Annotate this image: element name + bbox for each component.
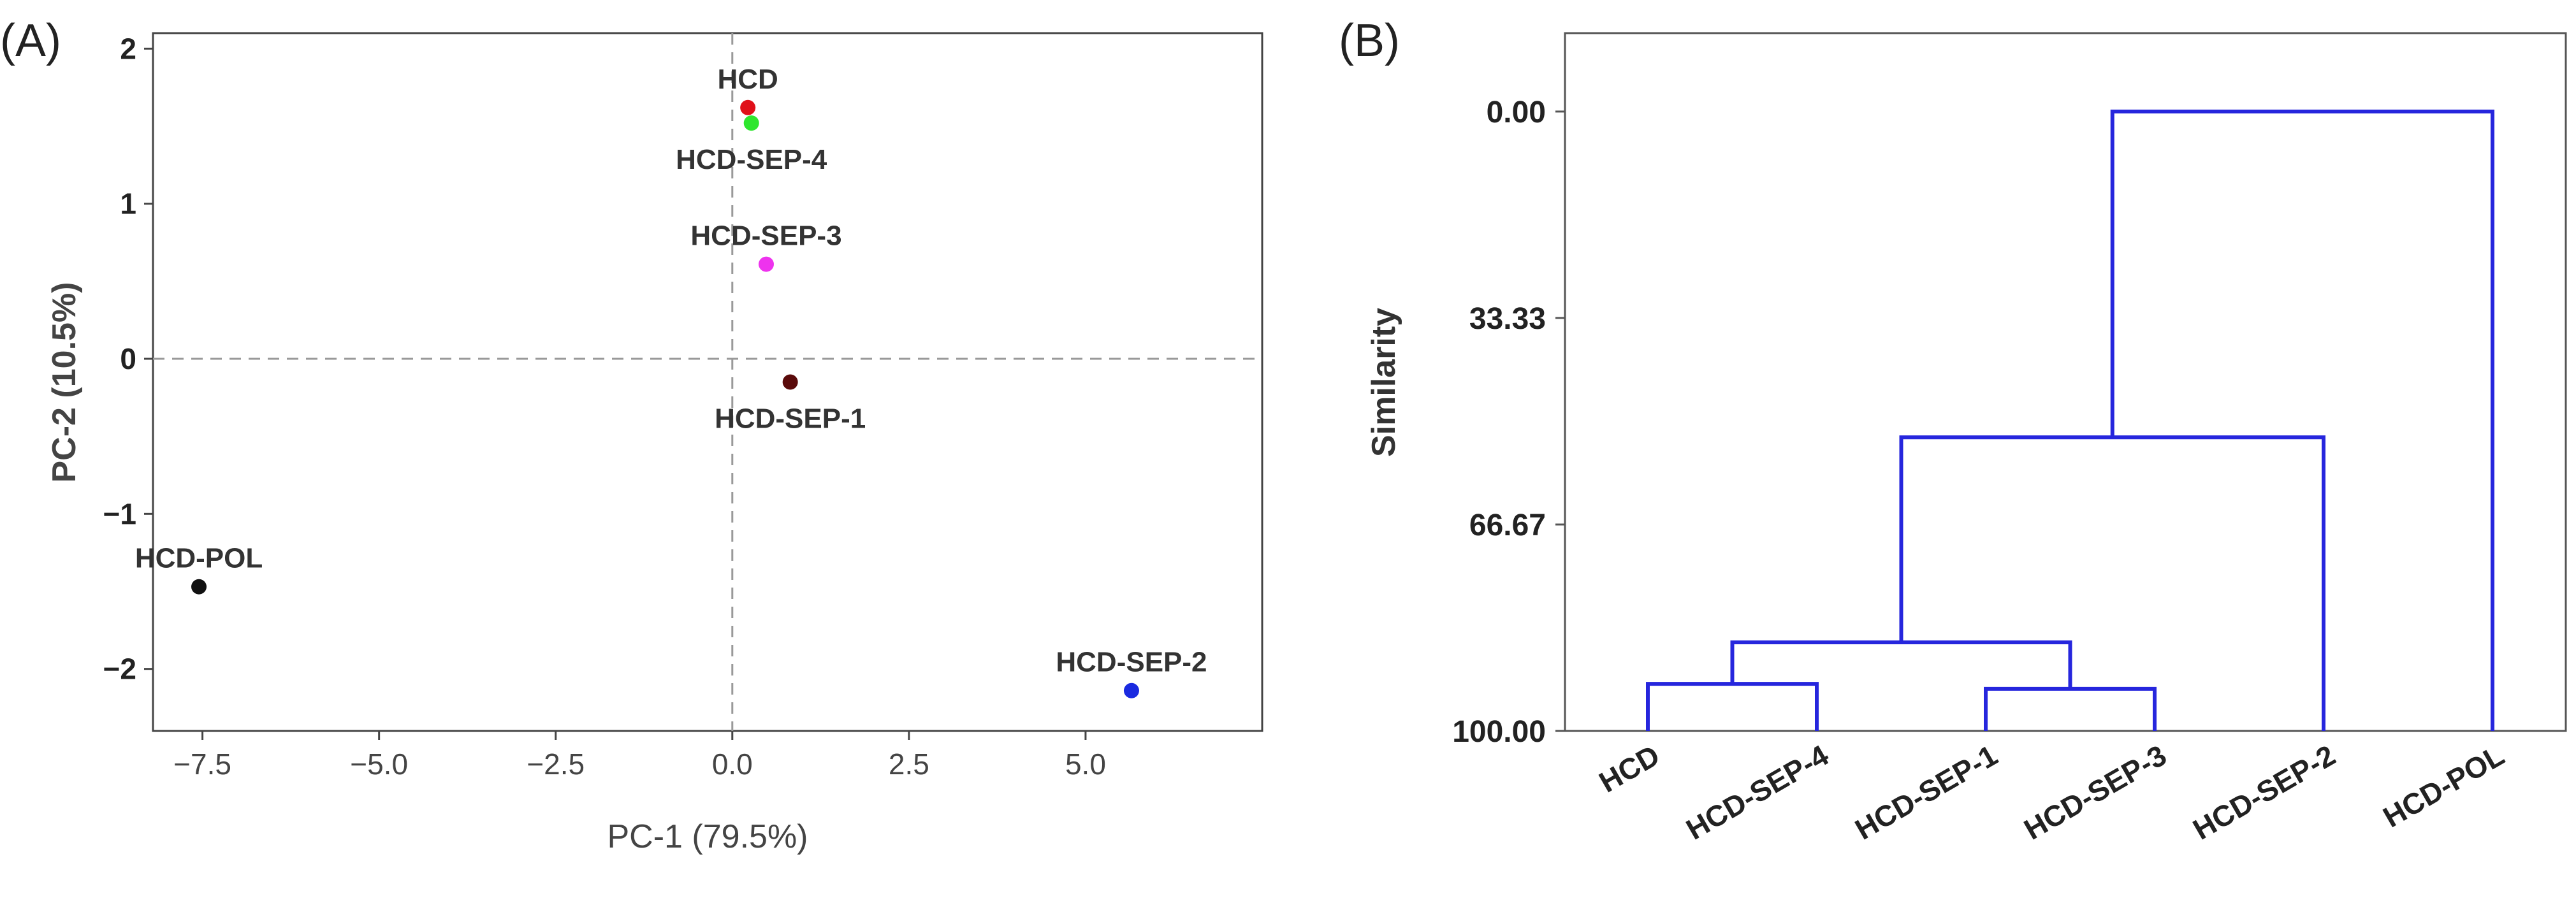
point-label: HCD-SEP-3 <box>690 220 841 252</box>
scatter-point <box>1123 683 1139 698</box>
x-axis-ticks: −7.5 −5.0 −2.5 0.0 2.5 5.0 <box>173 731 1106 781</box>
dendrogram-links <box>1646 110 2494 731</box>
leaf-label: HCD-POL <box>2378 739 2510 834</box>
y-axis-title: PC-2 (10.5%) <box>46 282 83 483</box>
x-tick-label: −2.5 <box>527 748 585 781</box>
leaf-label: HCD-SEP-3 <box>2018 739 2172 846</box>
scatter-point <box>740 99 756 115</box>
x-axis-title: PC-1 (79.5%) <box>608 818 808 855</box>
y-tick-label: 2 <box>120 32 136 65</box>
panel-b-frame <box>1564 32 2567 732</box>
panel-b-label: (B) <box>1339 15 1400 66</box>
dendrogram-link <box>1984 686 2157 731</box>
similarity-tick-label: 0.00 <box>1487 96 1546 129</box>
similarity-tick-label: 66.67 <box>1469 509 1546 542</box>
scatter-point <box>758 256 774 272</box>
leaf-label: HCD <box>1594 739 1665 799</box>
dendrogram-link <box>2110 110 2494 731</box>
leaf-label: HCD-SEP-4 <box>1680 738 1834 846</box>
dendrogram-link <box>1899 435 2325 731</box>
point-label: HCD-POL <box>135 543 263 574</box>
x-tick-label: −5.0 <box>350 748 408 781</box>
y-tick-label: −2 <box>103 653 136 686</box>
point-label: HCD-SEP-1 <box>715 403 866 435</box>
scatter-points: HCD HCD-SEP-4 HCD-SEP-3 HCD-SEP-1 HCD-POL HCD… <box>135 64 1207 698</box>
leaf-label: HCD-SEP-1 <box>1849 739 2003 846</box>
x-tick-label: 0.0 <box>712 748 753 781</box>
dendrogram-leaf-labels: HCD HCD-SEP-4 HCD-SEP-1 HCD-SEP-3 HCD-SEP-2 H… <box>1594 738 2510 846</box>
dendrogram-link <box>1730 640 2072 689</box>
y-axis-ticks: −2 −1 0 1 2 <box>103 32 153 686</box>
y-tick-label: −1 <box>103 497 136 530</box>
similarity-tick-label: 33.33 <box>1469 302 1546 336</box>
point-label: HCD-SEP-2 <box>1056 647 1207 678</box>
y-tick-label: 0 <box>120 342 136 375</box>
similarity-axis-title: Similarity <box>1365 308 1402 457</box>
y-tick-label: 1 <box>120 187 136 220</box>
point-label: HCD-SEP-4 <box>676 144 827 175</box>
panel-a-frame <box>152 32 1263 732</box>
x-tick-label: 5.0 <box>1065 748 1106 781</box>
scatter-point <box>782 374 798 390</box>
point-label: HCD <box>718 64 778 95</box>
scatter-point <box>191 579 207 595</box>
leaf-label: HCD-SEP-2 <box>2187 739 2341 846</box>
panel-a-label: (A) <box>0 15 61 66</box>
similarity-tick-label: 100.00 <box>1452 715 1546 749</box>
similarity-ticks: 0.00 33.33 66.67 100.00 <box>1452 96 1565 749</box>
scatter-point <box>743 115 759 131</box>
dendrogram-link <box>1646 682 1819 731</box>
reference-lines <box>153 33 1262 731</box>
x-tick-label: −7.5 <box>173 748 231 781</box>
x-tick-label: 2.5 <box>889 748 929 781</box>
